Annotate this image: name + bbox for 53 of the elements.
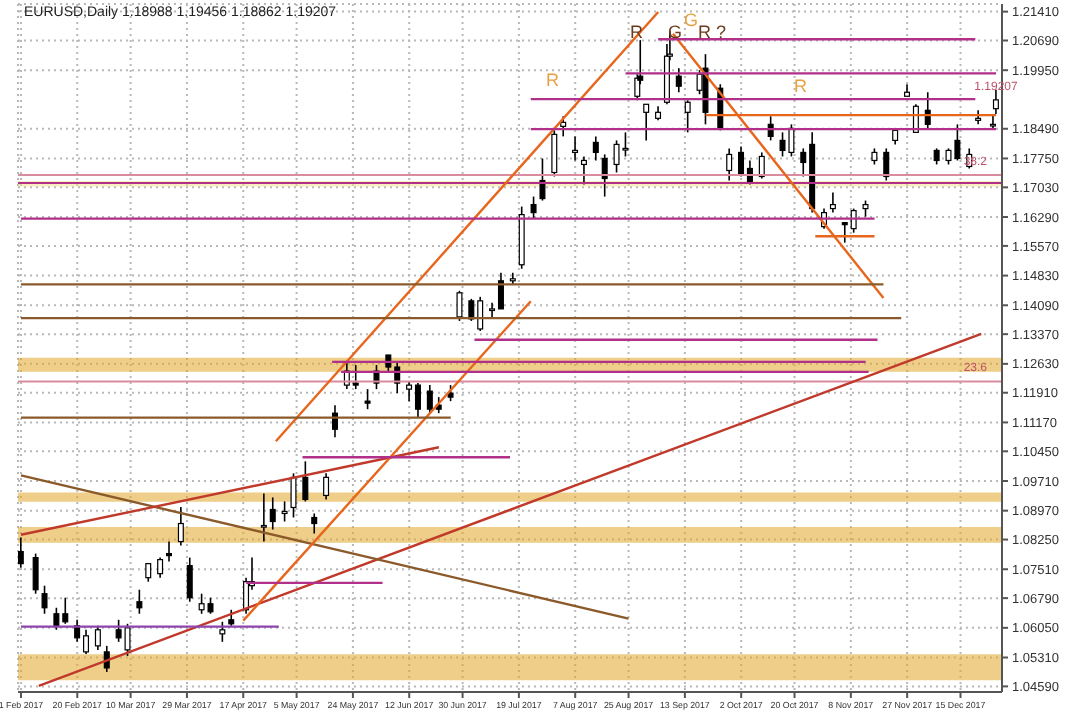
candlestick: [269, 496, 276, 531]
candlestick: [18, 536, 24, 569]
candlestick: [32, 552, 39, 595]
candlestick: [551, 129, 558, 178]
candlestick: [157, 556, 164, 579]
candlestick: [41, 584, 48, 615]
candlestick: [186, 556, 193, 603]
candlestick: [166, 540, 173, 563]
annotation: R: [698, 22, 711, 42]
annotation: G: [668, 22, 683, 42]
candlestick: [302, 460, 309, 503]
candlestick: [364, 388, 371, 410]
candlestick: [560, 115, 567, 138]
candlestick: [352, 364, 359, 390]
candlestick: [613, 139, 620, 174]
candlestick: [323, 472, 330, 501]
candlestick: [738, 145, 745, 178]
candlestick: [414, 382, 421, 418]
candlestick: [468, 298, 475, 322]
candlestick: [829, 191, 836, 214]
candlestick: [530, 195, 537, 220]
candlestick: [103, 645, 110, 673]
candlestick: [497, 271, 504, 310]
candlestick: [726, 147, 733, 182]
candlestick: [758, 151, 765, 180]
candlestick: [290, 472, 297, 519]
candlestick: [260, 492, 267, 543]
candlestick: [456, 290, 463, 322]
candlestick: [675, 67, 682, 94]
candlestick: [53, 606, 60, 631]
candlestick: [580, 155, 587, 186]
candlestick: [539, 157, 546, 202]
annotation: G: [684, 10, 699, 30]
candlestick: [136, 588, 143, 615]
annotation: R: [546, 70, 559, 90]
candlestick: [311, 512, 318, 535]
candlestick: [94, 625, 101, 651]
candlestick: [124, 623, 131, 657]
candlestick: [883, 147, 890, 182]
candlestick: [177, 506, 184, 547]
candlestick: [592, 135, 599, 162]
candlestick: [779, 131, 786, 158]
candlestick: [219, 621, 226, 643]
candlestick: [145, 562, 152, 583]
annotation: R: [794, 76, 807, 96]
candlestick: [684, 99, 691, 134]
candlestick: [622, 131, 629, 158]
candlestick: [643, 103, 650, 142]
candlestick: [281, 500, 288, 523]
candlestick: [601, 153, 608, 198]
candlestick: [406, 380, 413, 402]
candlestick: [572, 135, 579, 162]
annotation: ?: [716, 22, 727, 42]
